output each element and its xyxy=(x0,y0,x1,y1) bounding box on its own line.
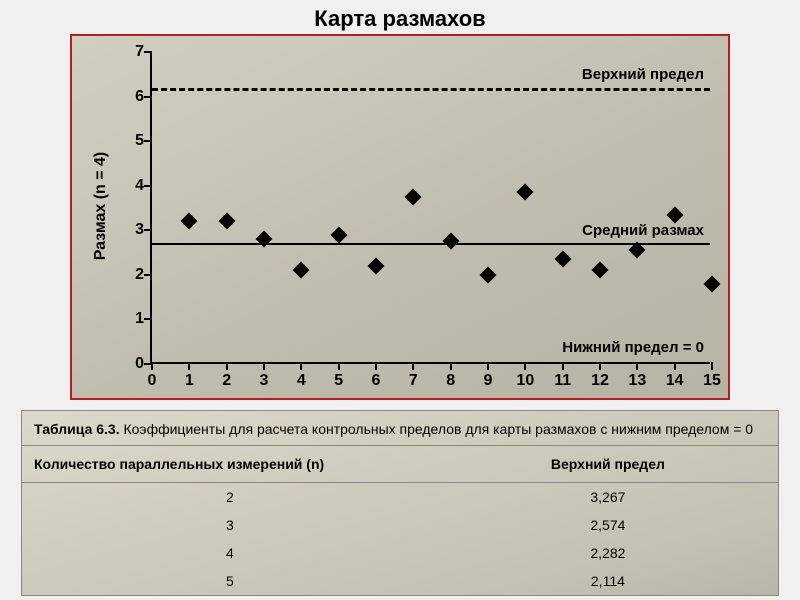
x-tick xyxy=(300,362,302,370)
data-point xyxy=(218,213,235,230)
data-point xyxy=(592,262,609,279)
x-tick-label: 2 xyxy=(222,372,231,390)
x-tick-label: 12 xyxy=(591,372,609,390)
lower-limit-label: Нижний предел = 0 xyxy=(562,339,704,356)
y-tick xyxy=(144,229,152,231)
table-row: 42,282 xyxy=(22,539,778,567)
y-tick xyxy=(144,318,152,320)
data-point xyxy=(554,251,571,268)
table-header-n: Количество параллельных измерений (n) xyxy=(22,446,438,482)
x-tick xyxy=(636,362,638,370)
data-point xyxy=(480,266,497,283)
table-caption-text: Коэффициенты для расчета контрольных пре… xyxy=(123,421,753,437)
y-tick-label: 1 xyxy=(124,310,144,328)
y-tick xyxy=(144,185,152,187)
table-header-ucl: Верхний предел xyxy=(438,446,778,482)
x-tick-label: 11 xyxy=(554,372,571,390)
x-tick xyxy=(263,362,265,370)
y-axis-label: Размах (n = 4) xyxy=(92,152,110,261)
coefficients-table: Таблица 6.3. Коэффициенты для расчета ко… xyxy=(21,410,779,596)
page-title: Карта размахов xyxy=(0,0,800,34)
x-tick-label: 9 xyxy=(484,372,493,390)
data-point xyxy=(666,206,683,223)
x-tick xyxy=(226,362,228,370)
data-point xyxy=(442,233,459,250)
table-cell-n: 4 xyxy=(22,539,438,567)
y-tick-label: 3 xyxy=(124,221,144,239)
x-tick-label: 3 xyxy=(260,372,269,390)
x-tick-label: 7 xyxy=(409,372,418,390)
x-tick-label: 5 xyxy=(334,372,343,390)
x-tick-label: 8 xyxy=(446,372,455,390)
y-tick xyxy=(144,96,152,98)
data-point xyxy=(293,262,310,279)
table-row: 23,267 xyxy=(22,483,778,511)
mean-range-label: Средний размах xyxy=(582,222,704,239)
table-caption: Таблица 6.3. Коэффициенты для расчета ко… xyxy=(22,411,778,446)
x-tick xyxy=(375,362,377,370)
x-tick-label: 10 xyxy=(516,372,534,390)
x-tick-label: 4 xyxy=(297,372,306,390)
y-tick xyxy=(144,51,152,53)
y-tick-label: 0 xyxy=(124,355,144,373)
x-tick xyxy=(711,362,713,370)
x-tick xyxy=(562,362,564,370)
y-tick xyxy=(144,274,152,276)
range-chart-panel: Размах (n = 4) Верхний предел Средний ра… xyxy=(70,34,730,400)
x-tick xyxy=(188,362,190,370)
table-cell-ucl: 3,267 xyxy=(438,483,778,511)
data-point xyxy=(368,257,385,274)
table-cell-ucl: 2,574 xyxy=(438,511,778,539)
x-tick xyxy=(412,362,414,370)
table-cell-ucl: 2,114 xyxy=(438,567,778,595)
x-tick-label: 15 xyxy=(703,372,721,390)
x-tick-label: 0 xyxy=(148,372,157,390)
data-point xyxy=(330,226,347,243)
x-tick xyxy=(674,362,676,370)
upper-limit-label: Верхний предел xyxy=(582,66,704,83)
x-tick-label: 14 xyxy=(666,372,684,390)
data-point xyxy=(405,188,422,205)
y-tick-label: 5 xyxy=(124,132,144,150)
mean-range-line xyxy=(152,243,710,246)
x-tick xyxy=(450,362,452,370)
x-tick-label: 1 xyxy=(185,372,194,390)
x-tick xyxy=(338,362,340,370)
y-tick-label: 2 xyxy=(124,266,144,284)
x-tick xyxy=(151,362,153,370)
table-row: 52,114 xyxy=(22,567,778,595)
table-cell-ucl: 2,282 xyxy=(438,539,778,567)
y-tick-label: 4 xyxy=(124,177,144,195)
table-body: 23,26732,57442,28252,114 xyxy=(22,483,778,595)
data-point xyxy=(181,213,198,230)
x-tick-label: 13 xyxy=(628,372,646,390)
y-tick-label: 6 xyxy=(124,88,144,106)
x-tick xyxy=(524,362,526,370)
plot-area: Верхний предел Средний размах Нижний пре… xyxy=(150,52,710,364)
table-cell-n: 3 xyxy=(22,511,438,539)
data-point xyxy=(517,184,534,201)
table-row: 32,574 xyxy=(22,511,778,539)
table-cell-n: 5 xyxy=(22,567,438,595)
table-number: Таблица 6.3. xyxy=(34,421,120,437)
x-tick xyxy=(487,362,489,370)
data-point xyxy=(704,275,721,292)
y-tick-label: 7 xyxy=(124,43,144,61)
table-cell-n: 2 xyxy=(22,483,438,511)
x-tick xyxy=(599,362,601,370)
table-header-row: Количество параллельных измерений (n) Ве… xyxy=(22,446,778,483)
y-tick xyxy=(144,140,152,142)
x-tick-label: 6 xyxy=(372,372,381,390)
upper-control-limit-line xyxy=(152,88,710,91)
